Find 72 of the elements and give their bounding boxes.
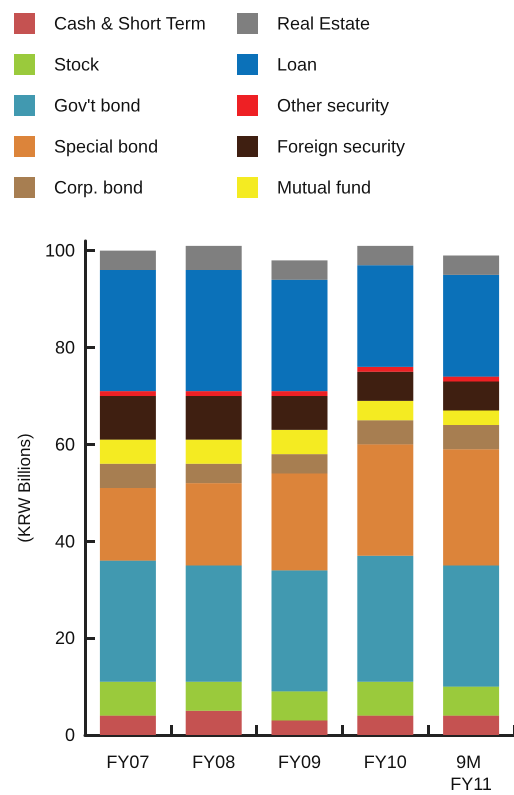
- y-tick-label: 60: [54, 434, 75, 454]
- bar: [443, 449, 500, 566]
- legend-label: Other security: [277, 96, 390, 116]
- bar: [100, 716, 156, 735]
- bar: [443, 686, 500, 716]
- bar: [186, 396, 242, 440]
- y-axis-title: (KRW Billions): [15, 433, 34, 543]
- bar: [357, 400, 414, 420]
- bar: [186, 682, 242, 711]
- bar: [100, 488, 156, 561]
- bar: [272, 720, 328, 735]
- bar: [443, 425, 500, 450]
- bar: [357, 444, 414, 556]
- legend-label: Gov't bond: [54, 96, 140, 116]
- bar: [272, 430, 328, 454]
- bar: [357, 556, 414, 682]
- bar: [357, 265, 414, 367]
- legend-label: Stock: [54, 54, 100, 74]
- bar: [272, 691, 328, 720]
- bar: [186, 483, 242, 566]
- bar: [186, 246, 242, 270]
- bar: [357, 682, 414, 716]
- bar: [443, 410, 500, 426]
- bar: [443, 716, 500, 735]
- legend-label: Cash & Short Term: [54, 14, 206, 34]
- legend-label: Special bond: [54, 136, 158, 156]
- y-tick-label: 100: [44, 240, 75, 261]
- legend-label: Foreign security: [277, 136, 406, 156]
- legend-label: Corp. bond: [54, 178, 144, 198]
- bar: [186, 464, 242, 484]
- bar: [186, 391, 242, 396]
- bar: [186, 565, 242, 682]
- bar: [100, 250, 156, 270]
- bar: [186, 440, 242, 464]
- bar: [443, 376, 500, 382]
- bar: [100, 396, 156, 440]
- y-tick-label: 0: [64, 725, 75, 745]
- x-tick-label: FY08: [192, 752, 236, 772]
- bar: [443, 256, 500, 275]
- bar: [100, 464, 156, 488]
- legend-label: Real Estate: [277, 14, 370, 34]
- x-tick-label: FY09: [278, 752, 322, 772]
- bar: [357, 420, 414, 444]
- x-tick-label: FY07: [106, 752, 150, 772]
- y-tick-label: 40: [54, 531, 75, 552]
- bar: [443, 274, 500, 377]
- bar: [272, 454, 328, 474]
- bar: [100, 560, 156, 682]
- y-tick-label: 80: [54, 338, 75, 358]
- bar: [272, 391, 328, 396]
- bar: [272, 570, 328, 692]
- legend-label: Mutual fund: [277, 178, 372, 198]
- bar: [357, 372, 414, 401]
- bar: [272, 280, 328, 392]
- x-tick-label: 9M FY11: [450, 752, 492, 794]
- y-tick-label: 20: [54, 628, 75, 648]
- bar: [100, 270, 156, 392]
- bar: [357, 246, 414, 266]
- bar: [100, 682, 156, 716]
- legend-label: Loan: [277, 54, 318, 74]
- bar: [357, 366, 414, 372]
- bar: [272, 473, 328, 570]
- bar: [443, 565, 500, 687]
- bar: [443, 381, 500, 411]
- bar: [100, 440, 156, 464]
- bar: [272, 260, 328, 280]
- bar: [272, 396, 328, 430]
- bar: [186, 270, 242, 392]
- x-tick-label: FY10: [364, 752, 407, 772]
- bar: [186, 710, 242, 735]
- bar: [100, 391, 156, 396]
- bar: [357, 716, 414, 735]
